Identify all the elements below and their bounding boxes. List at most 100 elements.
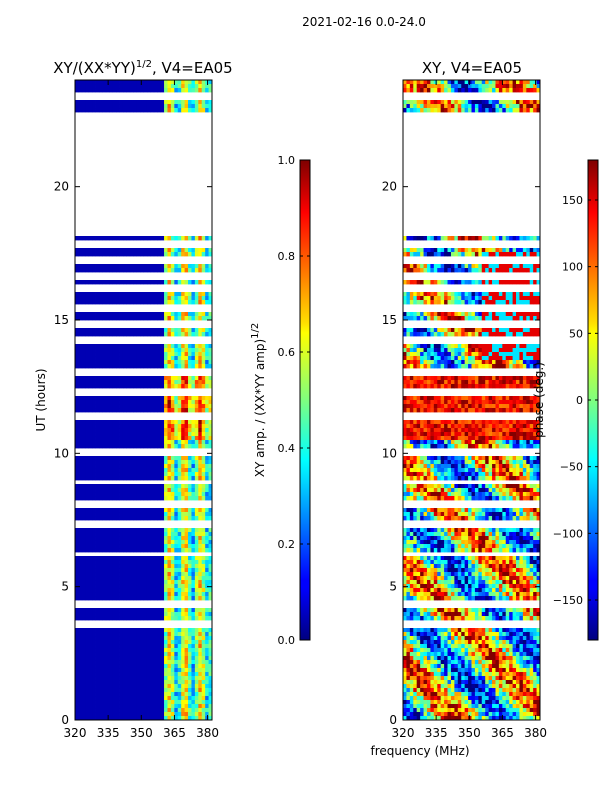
heatmap-cell bbox=[136, 684, 141, 689]
heatmap-cell bbox=[440, 376, 445, 381]
heatmap-cell bbox=[492, 100, 496, 105]
heatmap-cell bbox=[133, 356, 138, 361]
heatmap-cell bbox=[85, 236, 90, 241]
heatmap-cell bbox=[116, 248, 120, 253]
heatmap-cell bbox=[122, 664, 127, 669]
heatmap-cell bbox=[505, 328, 510, 333]
heatmap-cell bbox=[122, 316, 127, 321]
heatmap-cell bbox=[112, 616, 117, 621]
heatmap-cell bbox=[164, 536, 168, 541]
heatmap-cell bbox=[536, 296, 541, 301]
heatmap-cell bbox=[98, 312, 103, 317]
heatmap-cell bbox=[102, 348, 107, 353]
heatmap-cell bbox=[160, 440, 165, 445]
heatmap-cell bbox=[184, 472, 189, 477]
heatmap-cell bbox=[440, 236, 445, 241]
heatmap-cell bbox=[112, 356, 117, 361]
heatmap-cell bbox=[526, 316, 531, 321]
heatmap-cell bbox=[98, 592, 103, 597]
heatmap-cell bbox=[536, 268, 541, 273]
heatmap-cell bbox=[444, 280, 448, 285]
heatmap-cell bbox=[81, 684, 86, 689]
heatmap-cell bbox=[133, 100, 138, 105]
heatmap-cell bbox=[433, 108, 438, 113]
heatmap-cell bbox=[509, 264, 513, 269]
heatmap-cell bbox=[109, 716, 114, 721]
heatmap-cell bbox=[81, 356, 86, 361]
heatmap-cell bbox=[140, 436, 144, 441]
heatmap-cell bbox=[184, 664, 189, 669]
heatmap-cell bbox=[437, 380, 442, 385]
heatmap-cell bbox=[95, 636, 100, 641]
heatmap-cell bbox=[143, 692, 148, 697]
heatmap-cell bbox=[409, 296, 414, 301]
heatmap-cell bbox=[201, 408, 206, 413]
heatmap-cell bbox=[119, 592, 124, 597]
heatmap-cell bbox=[119, 436, 124, 441]
heatmap-cell bbox=[78, 516, 83, 521]
heatmap-cell bbox=[98, 680, 103, 685]
heatmap-cell bbox=[140, 704, 144, 709]
heatmap-cell bbox=[153, 612, 158, 617]
heatmap-cell bbox=[102, 80, 107, 85]
amplitude-colorbar-label-main: XY amp. / (XX*YY amp) bbox=[253, 339, 267, 477]
heatmap-cell bbox=[116, 344, 120, 349]
heatmap-cell bbox=[502, 108, 507, 113]
heatmap-cell bbox=[174, 440, 179, 445]
heatmap-cell bbox=[140, 596, 144, 601]
heatmap-cell bbox=[403, 380, 407, 385]
heatmap-cell bbox=[109, 660, 114, 665]
heatmap-cell bbox=[420, 248, 424, 253]
heatmap-cell bbox=[208, 400, 213, 405]
heatmap-cell bbox=[95, 364, 100, 369]
heatmap-cell bbox=[105, 640, 110, 645]
heatmap-cell bbox=[160, 264, 165, 269]
heatmap-cell bbox=[105, 588, 110, 593]
heatmap-cell bbox=[102, 476, 107, 481]
heatmap-cell bbox=[450, 88, 455, 93]
heatmap-cell bbox=[78, 648, 83, 653]
heatmap-cell bbox=[492, 376, 496, 381]
heatmap-cell bbox=[194, 248, 199, 253]
heatmap-cell bbox=[102, 380, 107, 385]
heatmap-cell bbox=[75, 700, 79, 705]
heatmap-cell bbox=[188, 560, 192, 565]
heatmap-cell bbox=[164, 420, 168, 425]
heatmap-cell bbox=[201, 404, 206, 409]
heatmap-cell bbox=[85, 292, 90, 297]
heatmap-cell bbox=[153, 596, 158, 601]
heatmap-cell bbox=[184, 356, 189, 361]
heatmap-cell bbox=[153, 584, 158, 589]
heatmap-cell bbox=[191, 424, 196, 429]
heatmap-cell bbox=[116, 676, 120, 681]
heatmap-cell bbox=[184, 616, 189, 621]
heatmap-cell bbox=[174, 360, 179, 365]
heatmap-cell bbox=[509, 296, 513, 301]
heatmap-cell bbox=[136, 648, 141, 653]
heatmap-cell bbox=[437, 252, 442, 257]
heatmap-cell bbox=[167, 632, 172, 637]
heatmap-cell bbox=[471, 312, 476, 317]
heatmap-cell bbox=[105, 440, 110, 445]
heatmap-cell bbox=[461, 292, 466, 297]
heatmap-cell bbox=[181, 492, 185, 497]
heatmap-cell bbox=[447, 312, 452, 317]
heatmap-cell bbox=[129, 404, 134, 409]
heatmap-cell bbox=[485, 352, 490, 357]
heatmap-cell bbox=[109, 648, 114, 653]
heatmap-cell bbox=[516, 300, 520, 305]
heatmap-cell bbox=[160, 252, 165, 257]
heatmap-cell bbox=[98, 472, 103, 477]
heatmap-cell bbox=[512, 292, 517, 297]
heatmap-cell bbox=[413, 104, 418, 109]
heatmap-cell bbox=[81, 508, 86, 513]
heatmap-cell bbox=[164, 80, 168, 85]
heatmap-cell bbox=[122, 332, 127, 337]
heatmap-cell bbox=[208, 408, 213, 413]
heatmap-cell bbox=[485, 100, 490, 105]
heatmap-cell bbox=[133, 484, 138, 489]
heatmap-cell bbox=[88, 612, 93, 617]
heatmap-cell bbox=[143, 100, 148, 105]
heatmap-cell bbox=[194, 664, 199, 669]
heatmap-cell bbox=[150, 712, 155, 717]
